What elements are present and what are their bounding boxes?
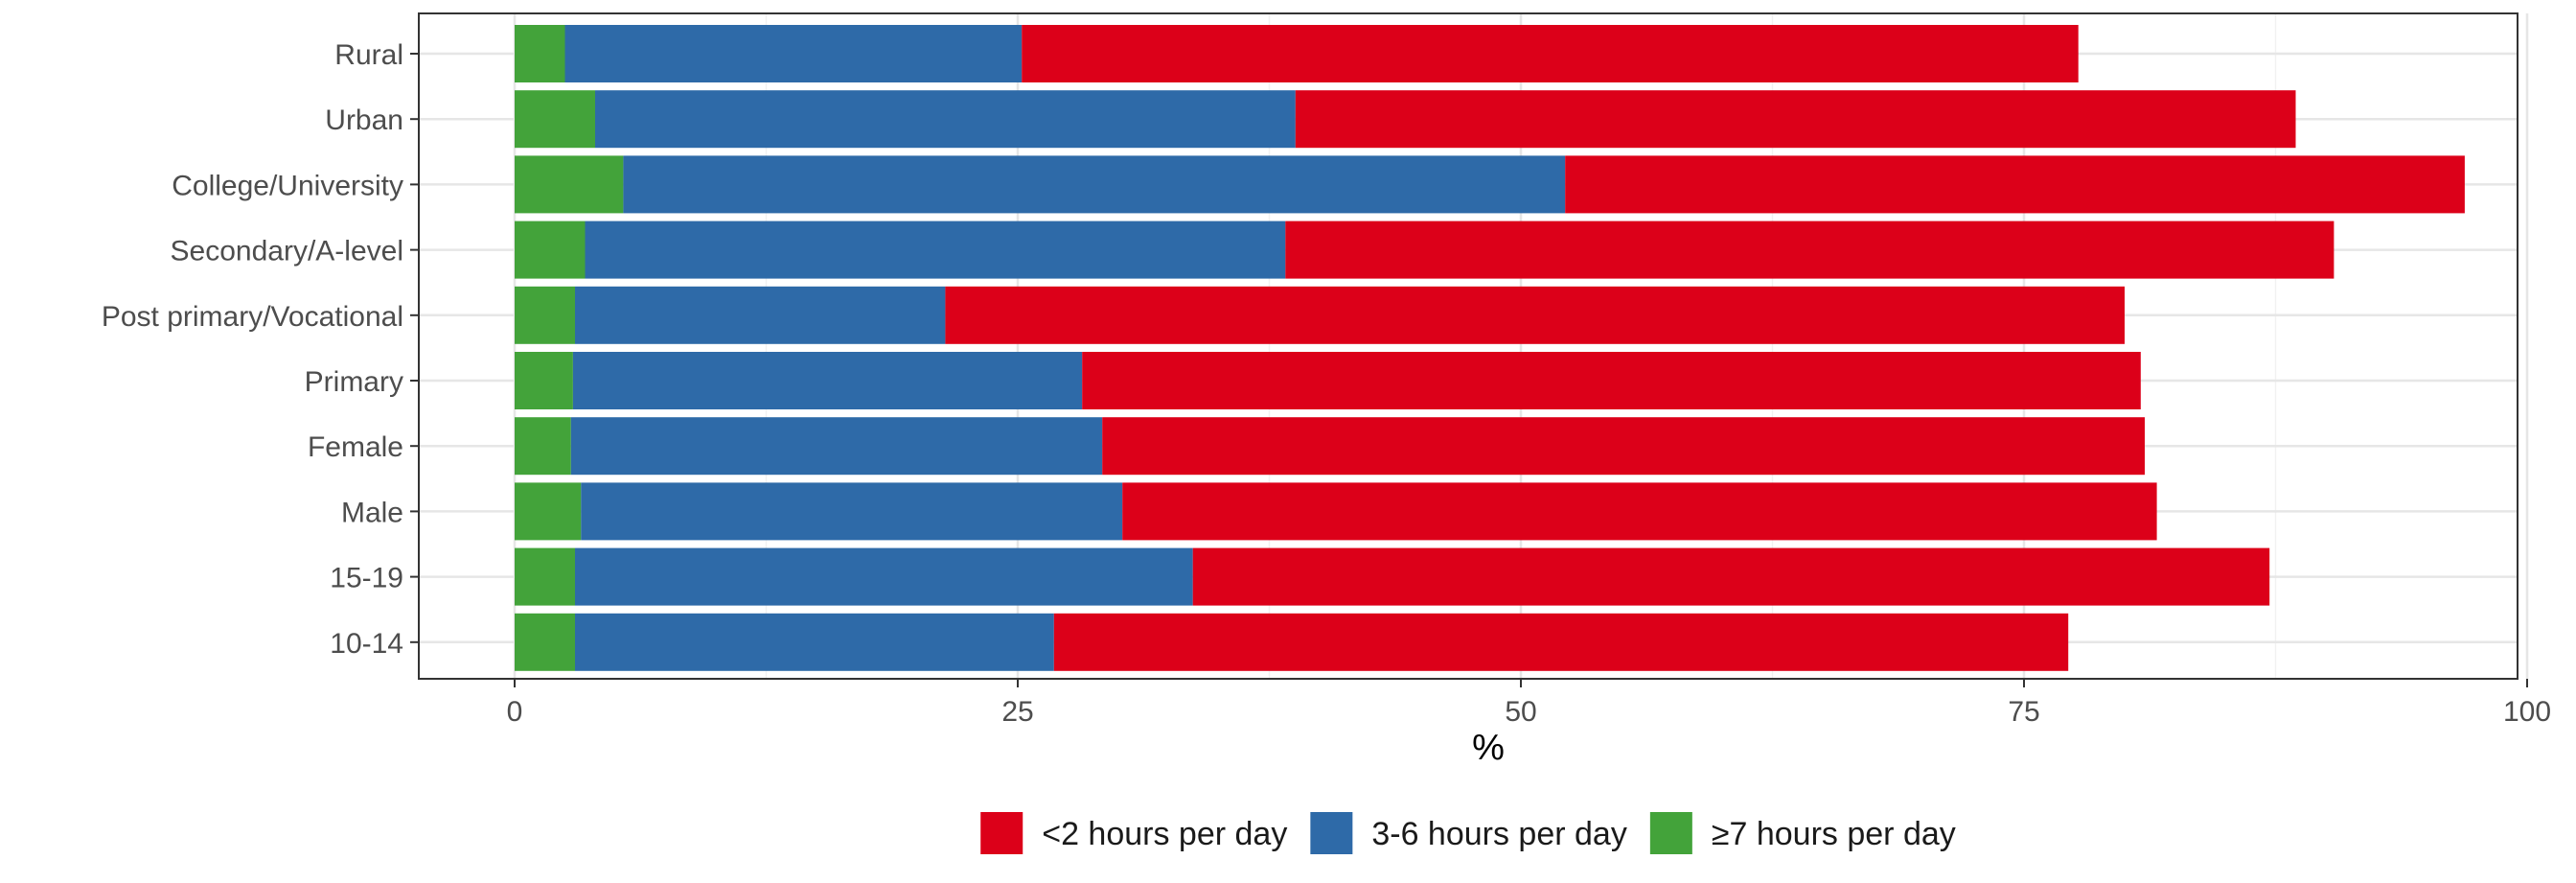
x-axis: 0 25 50 75 100 bbox=[507, 679, 2551, 728]
bar-segment bbox=[570, 417, 1103, 476]
bar-segment bbox=[515, 613, 575, 671]
bar-segment bbox=[572, 352, 1083, 409]
legend-key bbox=[980, 812, 1024, 854]
legend-label: ≥7 hours per day bbox=[1712, 816, 1956, 852]
legend-label: <2 hours per day bbox=[1042, 816, 1287, 852]
y-tick-label: Urban bbox=[325, 105, 403, 136]
bar-segment bbox=[1022, 25, 2079, 82]
bars bbox=[515, 25, 2465, 671]
legend-key bbox=[1649, 812, 1692, 854]
bar-segment bbox=[945, 286, 2125, 344]
bar-segment bbox=[581, 482, 1123, 541]
x-tick-label: 100 bbox=[2503, 696, 2551, 728]
bar-segment bbox=[595, 90, 1296, 149]
bar-segment bbox=[1082, 352, 2141, 409]
bar-segment bbox=[1122, 482, 2157, 541]
bar-segment bbox=[515, 352, 573, 409]
legend-label: 3-6 hours per day bbox=[1371, 816, 1627, 852]
x-axis-title: % bbox=[1472, 728, 1505, 768]
x-tick-label: 50 bbox=[1505, 696, 1536, 728]
bar-segment bbox=[515, 482, 582, 541]
y-axis: Rural Urban College/University Secondary/A-… bbox=[102, 39, 419, 660]
bar-segment bbox=[575, 286, 946, 344]
y-tick-label: Rural bbox=[334, 39, 403, 71]
bar-segment bbox=[515, 547, 575, 606]
bar-segment bbox=[575, 613, 1054, 671]
bar-segment bbox=[623, 155, 1566, 214]
y-tick-label: College/University bbox=[172, 170, 403, 201]
y-tick-label: Post primary/Vocational bbox=[102, 301, 403, 333]
bar-segment bbox=[1053, 613, 2069, 671]
bar-segment bbox=[515, 417, 571, 476]
x-tick-label: 0 bbox=[507, 696, 523, 728]
legend-key bbox=[1310, 812, 1353, 854]
plot-panel-border bbox=[418, 12, 2518, 680]
bar-segment bbox=[1102, 417, 2145, 476]
bar-segment bbox=[1565, 155, 2465, 214]
bar-segment bbox=[1192, 547, 2270, 606]
x-tick-label: 25 bbox=[1001, 696, 1033, 728]
bar-segment bbox=[1295, 90, 2296, 149]
bar-segment bbox=[515, 286, 575, 344]
y-tick-label: 10-14 bbox=[330, 628, 403, 660]
x-tick-label: 75 bbox=[2008, 696, 2039, 728]
y-tick-label: Female bbox=[308, 431, 403, 463]
bar-segment bbox=[515, 25, 565, 82]
bar-segment bbox=[564, 25, 1023, 82]
y-tick-label: Male bbox=[341, 497, 403, 528]
legend: <2 hours per day 3-6 hours per day ≥7 hour… bbox=[980, 812, 1956, 854]
y-tick-label: Primary bbox=[305, 366, 403, 398]
bar-segment bbox=[575, 547, 1193, 606]
bar-segment bbox=[515, 221, 586, 279]
bar-segment bbox=[515, 90, 595, 149]
bar-segment bbox=[585, 221, 1286, 279]
bar-segment bbox=[1285, 221, 2334, 279]
y-tick-label: Secondary/A-level bbox=[171, 236, 403, 267]
y-tick-label: 15-19 bbox=[330, 563, 403, 594]
bar-segment bbox=[515, 155, 624, 214]
